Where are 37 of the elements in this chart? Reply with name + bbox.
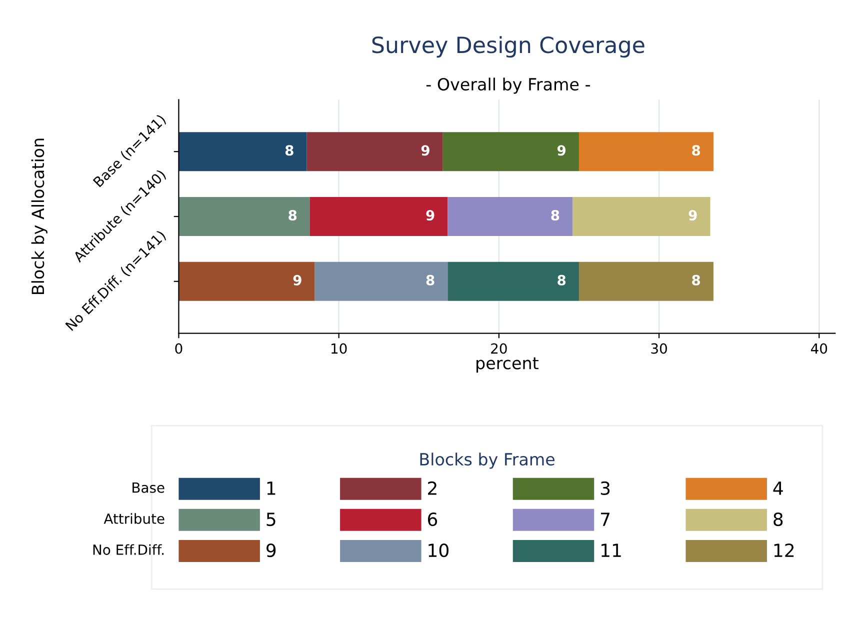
legend-label: 2	[428, 481, 436, 495]
data-label: 8	[551, 210, 560, 221]
legend-title: Blocks by Frame	[420, 452, 555, 469]
data-label: 9	[421, 145, 430, 156]
text: Attribute	[104, 513, 164, 524]
legend-label: 3	[600, 481, 610, 496]
legend-label: 10	[428, 544, 448, 558]
legend-label: 7	[601, 512, 610, 526]
legend-label: 9	[266, 544, 276, 558]
data-label: 9	[426, 210, 434, 221]
chart-subtitle: - Overall by Frame -	[426, 78, 590, 94]
x-tick-label: 0	[175, 343, 182, 354]
data-label: 9	[557, 145, 566, 156]
y-axis-title: Block by Allocation	[31, 138, 48, 294]
chart-title: Survey Design Coverage	[372, 36, 644, 58]
x-tick-label: 30	[651, 343, 667, 354]
x-tick-label: 40	[810, 343, 828, 354]
data-label: 8	[558, 274, 566, 286]
x-tick-label: 20	[491, 343, 507, 354]
legend-label: 8	[774, 512, 783, 526]
legend-label: 12	[774, 544, 794, 557]
legend-label: 5	[266, 512, 276, 526]
text: No Eff.Diff.	[93, 544, 164, 555]
x-tick-label: 10	[332, 343, 347, 354]
legend-label: 4	[773, 482, 783, 495]
data-label: 8	[285, 145, 294, 156]
data-label: 8	[692, 145, 700, 156]
text: Base	[132, 482, 164, 493]
data-label: 8	[426, 274, 434, 286]
legend-label: 11	[602, 544, 621, 557]
data-label: 9	[293, 274, 302, 286]
data-label: 8	[692, 274, 700, 286]
data-label: 9	[688, 210, 697, 221]
legend-label: 6	[428, 512, 438, 526]
legend-label: 1	[267, 482, 276, 495]
data-label: 8	[288, 210, 297, 221]
x-axis-title: percent	[476, 357, 538, 373]
